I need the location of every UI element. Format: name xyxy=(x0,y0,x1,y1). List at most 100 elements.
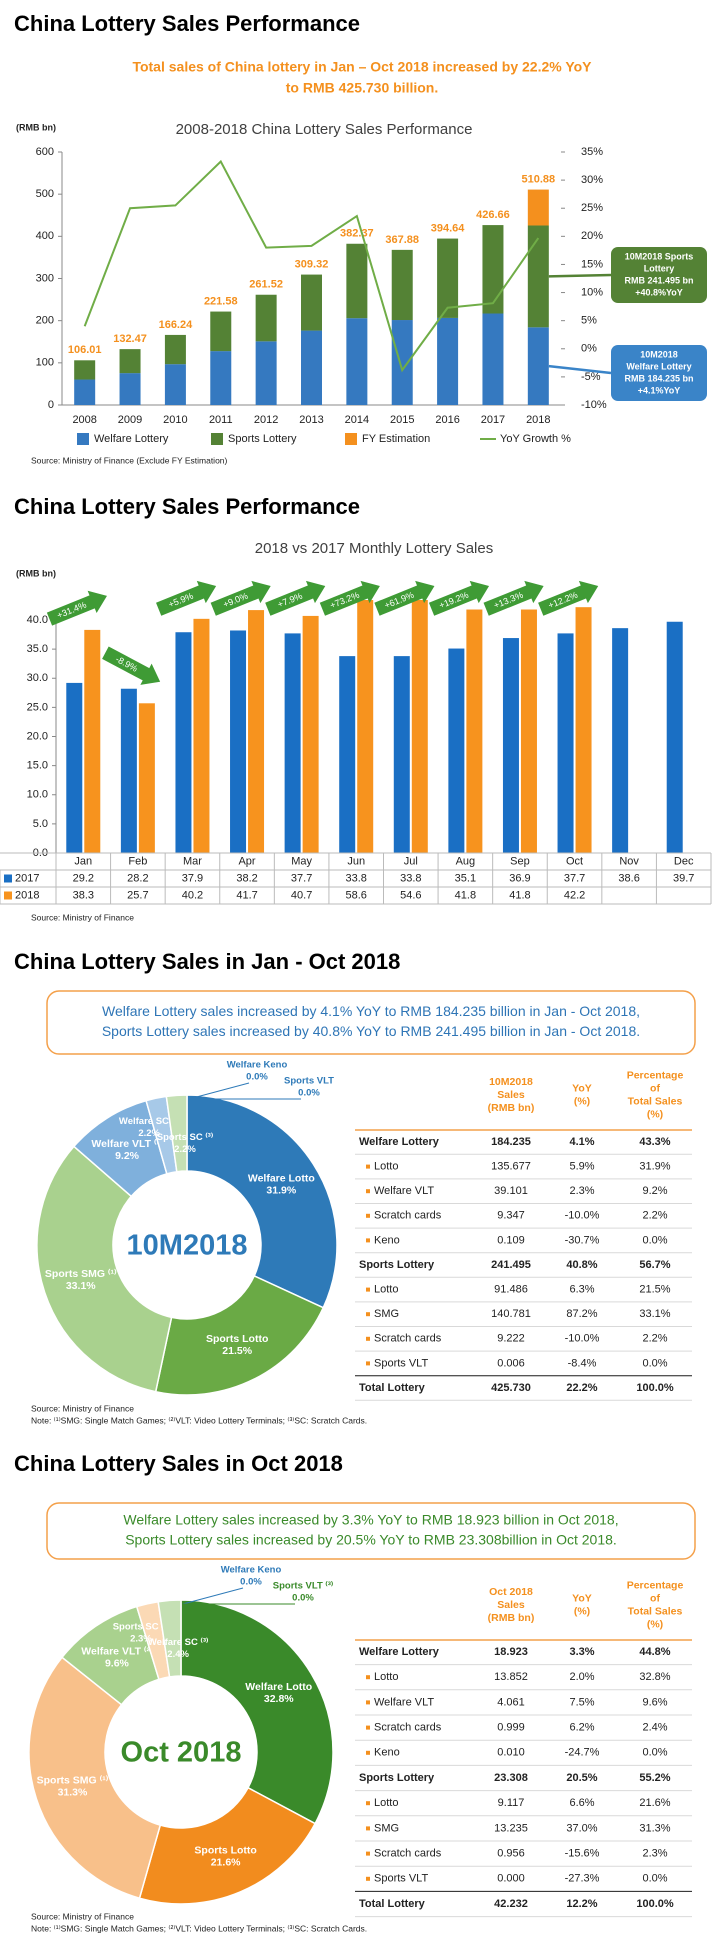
total-label: 106.01 xyxy=(68,344,102,356)
annotation-text: Lottery xyxy=(644,263,675,273)
table-cell: 39.101 xyxy=(494,1185,528,1197)
slice-value: 9.6% xyxy=(105,1657,130,1669)
growth-arrow-shape xyxy=(46,590,107,626)
table-cell: -15.6% xyxy=(565,1848,600,1860)
bar-segment xyxy=(74,360,96,380)
table-cell: 100.0% xyxy=(636,1382,674,1394)
highlight-text: Sports Lottery sales increased by 20.5% … xyxy=(125,1532,617,1548)
table-cell: 9.2% xyxy=(642,1185,667,1197)
summary-text: to RMB 425.730 billion. xyxy=(286,80,438,96)
row-bullet xyxy=(366,1725,370,1730)
table-header: (%) xyxy=(574,1095,590,1107)
table-cell: 9.117 xyxy=(498,1797,525,1809)
source-text: Source: Ministry of Finance xyxy=(31,1403,134,1413)
table-cell: 28.2 xyxy=(127,872,148,884)
y-tick-label: 40.0 xyxy=(27,614,48,626)
slice-value: 21.6% xyxy=(211,1857,241,1869)
x-tick-label: 2012 xyxy=(254,414,278,426)
y-tick-label: 600 xyxy=(36,146,54,158)
section-heading: China Lottery Sales Performance xyxy=(14,11,360,36)
y-tick-label: 25.0 xyxy=(27,701,48,713)
annotation-text: 10M2018 xyxy=(640,349,678,359)
table-cell: 41.8 xyxy=(455,889,476,901)
table-header: 10M2018 xyxy=(489,1076,533,1088)
x-tick-label: Apr xyxy=(238,855,255,867)
row-bullet xyxy=(366,1189,370,1194)
table-cell: 0.999 xyxy=(497,1722,525,1734)
y2-tick-label: 5% xyxy=(581,315,597,327)
table-cell: 12.2% xyxy=(566,1898,597,1910)
slice-value: 31.9% xyxy=(266,1184,296,1196)
slice-value: 0.0% xyxy=(246,1072,268,1083)
table-header: YoY xyxy=(572,1082,592,1094)
annotation-connector xyxy=(548,364,612,375)
row-bullet xyxy=(366,1851,370,1856)
x-tick-label: 2017 xyxy=(481,414,505,426)
annotation-text: RMB 184.235 bn xyxy=(624,373,693,383)
y-tick-label: 300 xyxy=(36,272,54,284)
bar-segment xyxy=(301,274,322,331)
table-cell: 36.9 xyxy=(509,872,530,884)
legend-swatch xyxy=(345,433,357,445)
table-cell: SMG xyxy=(374,1308,399,1320)
total-label: 309.32 xyxy=(295,258,329,270)
table-cell: 425.730 xyxy=(491,1382,531,1394)
note-text: Note: ⁽¹⁾SMG: Single Match Games; ⁽²⁾VLT… xyxy=(31,1923,367,1933)
slice-value: 9.2% xyxy=(115,1150,140,1162)
y2-tick-label: 0% xyxy=(581,343,597,355)
row-bullet xyxy=(366,1826,370,1831)
table-cell: 37.9 xyxy=(182,872,203,884)
table-cell: 22.2% xyxy=(566,1382,597,1394)
table-cell: -24.7% xyxy=(565,1747,600,1759)
bar-segment xyxy=(527,189,549,226)
row-bullet xyxy=(366,1238,370,1243)
row-bullet xyxy=(366,1700,370,1705)
bar-segment xyxy=(301,330,322,405)
y2-tick-label: 35% xyxy=(581,146,603,158)
slice-name: Sports Lotto xyxy=(206,1333,268,1345)
row-bullet xyxy=(366,1675,370,1680)
y-tick-label: 100 xyxy=(36,357,54,369)
y-tick-label: 5.0 xyxy=(33,818,48,830)
table-header: (%) xyxy=(647,1618,663,1630)
section-heading: China Lottery Sales Performance xyxy=(14,494,360,519)
slice-value: 21.5% xyxy=(222,1345,252,1357)
table-cell: 0.956 xyxy=(497,1848,525,1860)
bar-segment xyxy=(74,379,96,405)
annotation-text: +40.8%YoY xyxy=(635,287,683,297)
table-cell: 37.7 xyxy=(564,872,585,884)
source-text: Source: Ministry of Finance xyxy=(31,912,134,922)
table-cell: Welfare Lottery xyxy=(359,1136,440,1148)
y-tick-label: 15.0 xyxy=(27,760,48,772)
legend-label: Welfare Lottery xyxy=(94,433,169,445)
table-cell: 241.495 xyxy=(491,1259,531,1271)
legend-label: YoY Growth % xyxy=(500,433,571,445)
table-cell: 2.2% xyxy=(642,1210,667,1222)
table-cell: 20.5% xyxy=(566,1772,597,1784)
bar-group xyxy=(66,600,683,853)
bar xyxy=(393,656,410,853)
bar xyxy=(557,633,574,853)
x-tick-label: 2016 xyxy=(435,414,459,426)
slice-value: 2.2% xyxy=(174,1144,196,1155)
total-label: 261.52 xyxy=(249,279,283,291)
x-tick-label: Jul xyxy=(404,855,418,867)
table-cell: 0.0% xyxy=(642,1357,667,1369)
slice-value: 2.4% xyxy=(167,1649,189,1660)
legend-swatch xyxy=(4,891,12,900)
slice-name: Welfare Keno xyxy=(227,1060,288,1071)
bar xyxy=(120,688,137,853)
table-cell: 41.8 xyxy=(509,889,530,901)
bar xyxy=(230,630,247,853)
bar xyxy=(466,609,483,853)
table-cell: Keno xyxy=(374,1747,400,1759)
growth-line xyxy=(83,159,540,373)
y2-tick-label: 30% xyxy=(581,174,603,186)
table-cell: Lotto xyxy=(374,1671,398,1683)
slice-name: Sports SMG ⁽¹⁾ xyxy=(37,1775,109,1787)
table-cell: Sports Lottery xyxy=(359,1772,435,1784)
slice-value: 31.3% xyxy=(58,1787,88,1799)
x-tick-label: 2018 xyxy=(526,414,550,426)
row-bullet xyxy=(366,1876,370,1881)
table-cell: 2.2% xyxy=(642,1333,667,1345)
